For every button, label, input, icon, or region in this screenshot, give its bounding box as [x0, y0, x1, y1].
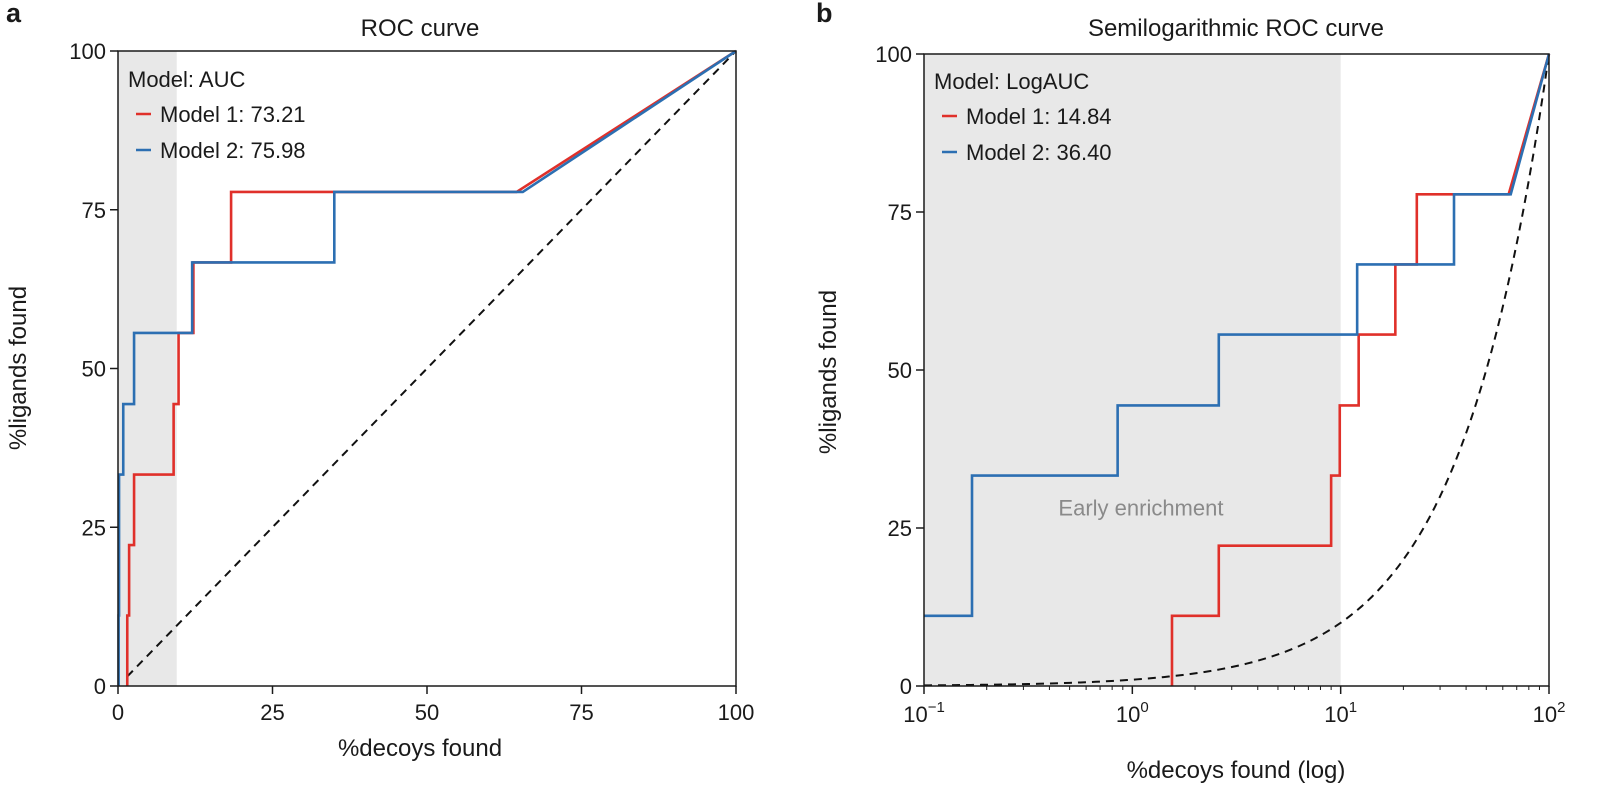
panel-letter-b: b	[816, 0, 833, 28]
y-tick-label-2: 50	[888, 358, 912, 383]
y-tick-label-0: 0	[94, 674, 106, 699]
legend-label-model-1-a: Model 1: 73.21	[160, 102, 306, 127]
shaded-region-a	[118, 51, 177, 686]
legend-label-model-2-a: Model 2: 75.98	[160, 138, 306, 163]
series-line-model-2	[117, 49, 737, 686]
y-tick-label-1: 25	[82, 515, 106, 540]
semilog-roc-panel: b Semilogarithmic ROC curve Early enrich…	[815, 0, 1565, 784]
y-axis-label-b: %ligands found	[815, 290, 842, 454]
x-tick-label-2: 50	[415, 700, 439, 725]
series-line-random	[126, 50, 737, 678]
series-line-model-1	[125, 49, 737, 686]
legend-title-a: Model: AUC	[128, 67, 245, 92]
x-tick-label-0: 10−1	[903, 699, 945, 727]
legend-label-model-2-b: Model 2: 36.40	[966, 140, 1112, 165]
y-tick-label-3: 75	[888, 200, 912, 225]
shaded-region-b	[924, 54, 1341, 686]
plot-frame-a	[117, 50, 737, 687]
legend-b: Model: LogAUC Model 1: 14.84 Model 2: 36…	[934, 69, 1112, 165]
legend-label-model-1-b: Model 1: 14.84	[966, 104, 1112, 129]
x-tick-label-3: 102	[1533, 699, 1566, 727]
y-tick-label-3: 75	[82, 198, 106, 223]
chart-title-a: ROC curve	[361, 15, 480, 42]
y-tick-label-1: 25	[888, 516, 912, 541]
legend-a: Model: AUC Model 1: 73.21 Model 2: 75.98	[128, 67, 306, 163]
y-tick-label-4: 100	[69, 39, 106, 64]
y-tick-label-2: 50	[82, 357, 106, 382]
x-axis-label-a: %decoys found	[338, 735, 502, 762]
plot-frame-b	[923, 53, 1550, 687]
legend-title-b: Model: LogAUC	[934, 69, 1089, 94]
chart-title-b: Semilogarithmic ROC curve	[1088, 15, 1384, 42]
roc-panel: a ROC curve 0 25 50 75 100 0 25 50 75 100 %decoys…	[5, 0, 754, 762]
ticks-b: 10−1 100 101 102 0 25 50 75 100	[875, 42, 1565, 727]
x-tick-label-1: 25	[260, 700, 284, 725]
y-tick-label-0: 0	[900, 674, 912, 699]
early-enrichment-label: Early enrichment	[1058, 495, 1223, 520]
y-axis-label-a: %ligands found	[5, 286, 32, 450]
x-axis-label-b: %decoys found (log)	[1127, 757, 1346, 784]
series-line-model-2	[924, 53, 1551, 618]
panel-letter-a: a	[6, 0, 22, 28]
y-tick-label-4: 100	[875, 42, 912, 67]
x-tick-label-4: 100	[718, 700, 755, 725]
series-line-model-1	[1170, 53, 1551, 686]
x-tick-label-3: 75	[569, 700, 593, 725]
x-tick-label-2: 101	[1324, 699, 1357, 727]
x-tick-label-0: 0	[112, 700, 124, 725]
series-lines-a	[117, 49, 737, 686]
series-lines-b	[923, 53, 1551, 687]
series-line-random	[923, 53, 1550, 687]
ticks-a: 0 25 50 75 100 0 25 50 75 100	[69, 39, 754, 725]
x-tick-label-1: 100	[1116, 699, 1149, 727]
